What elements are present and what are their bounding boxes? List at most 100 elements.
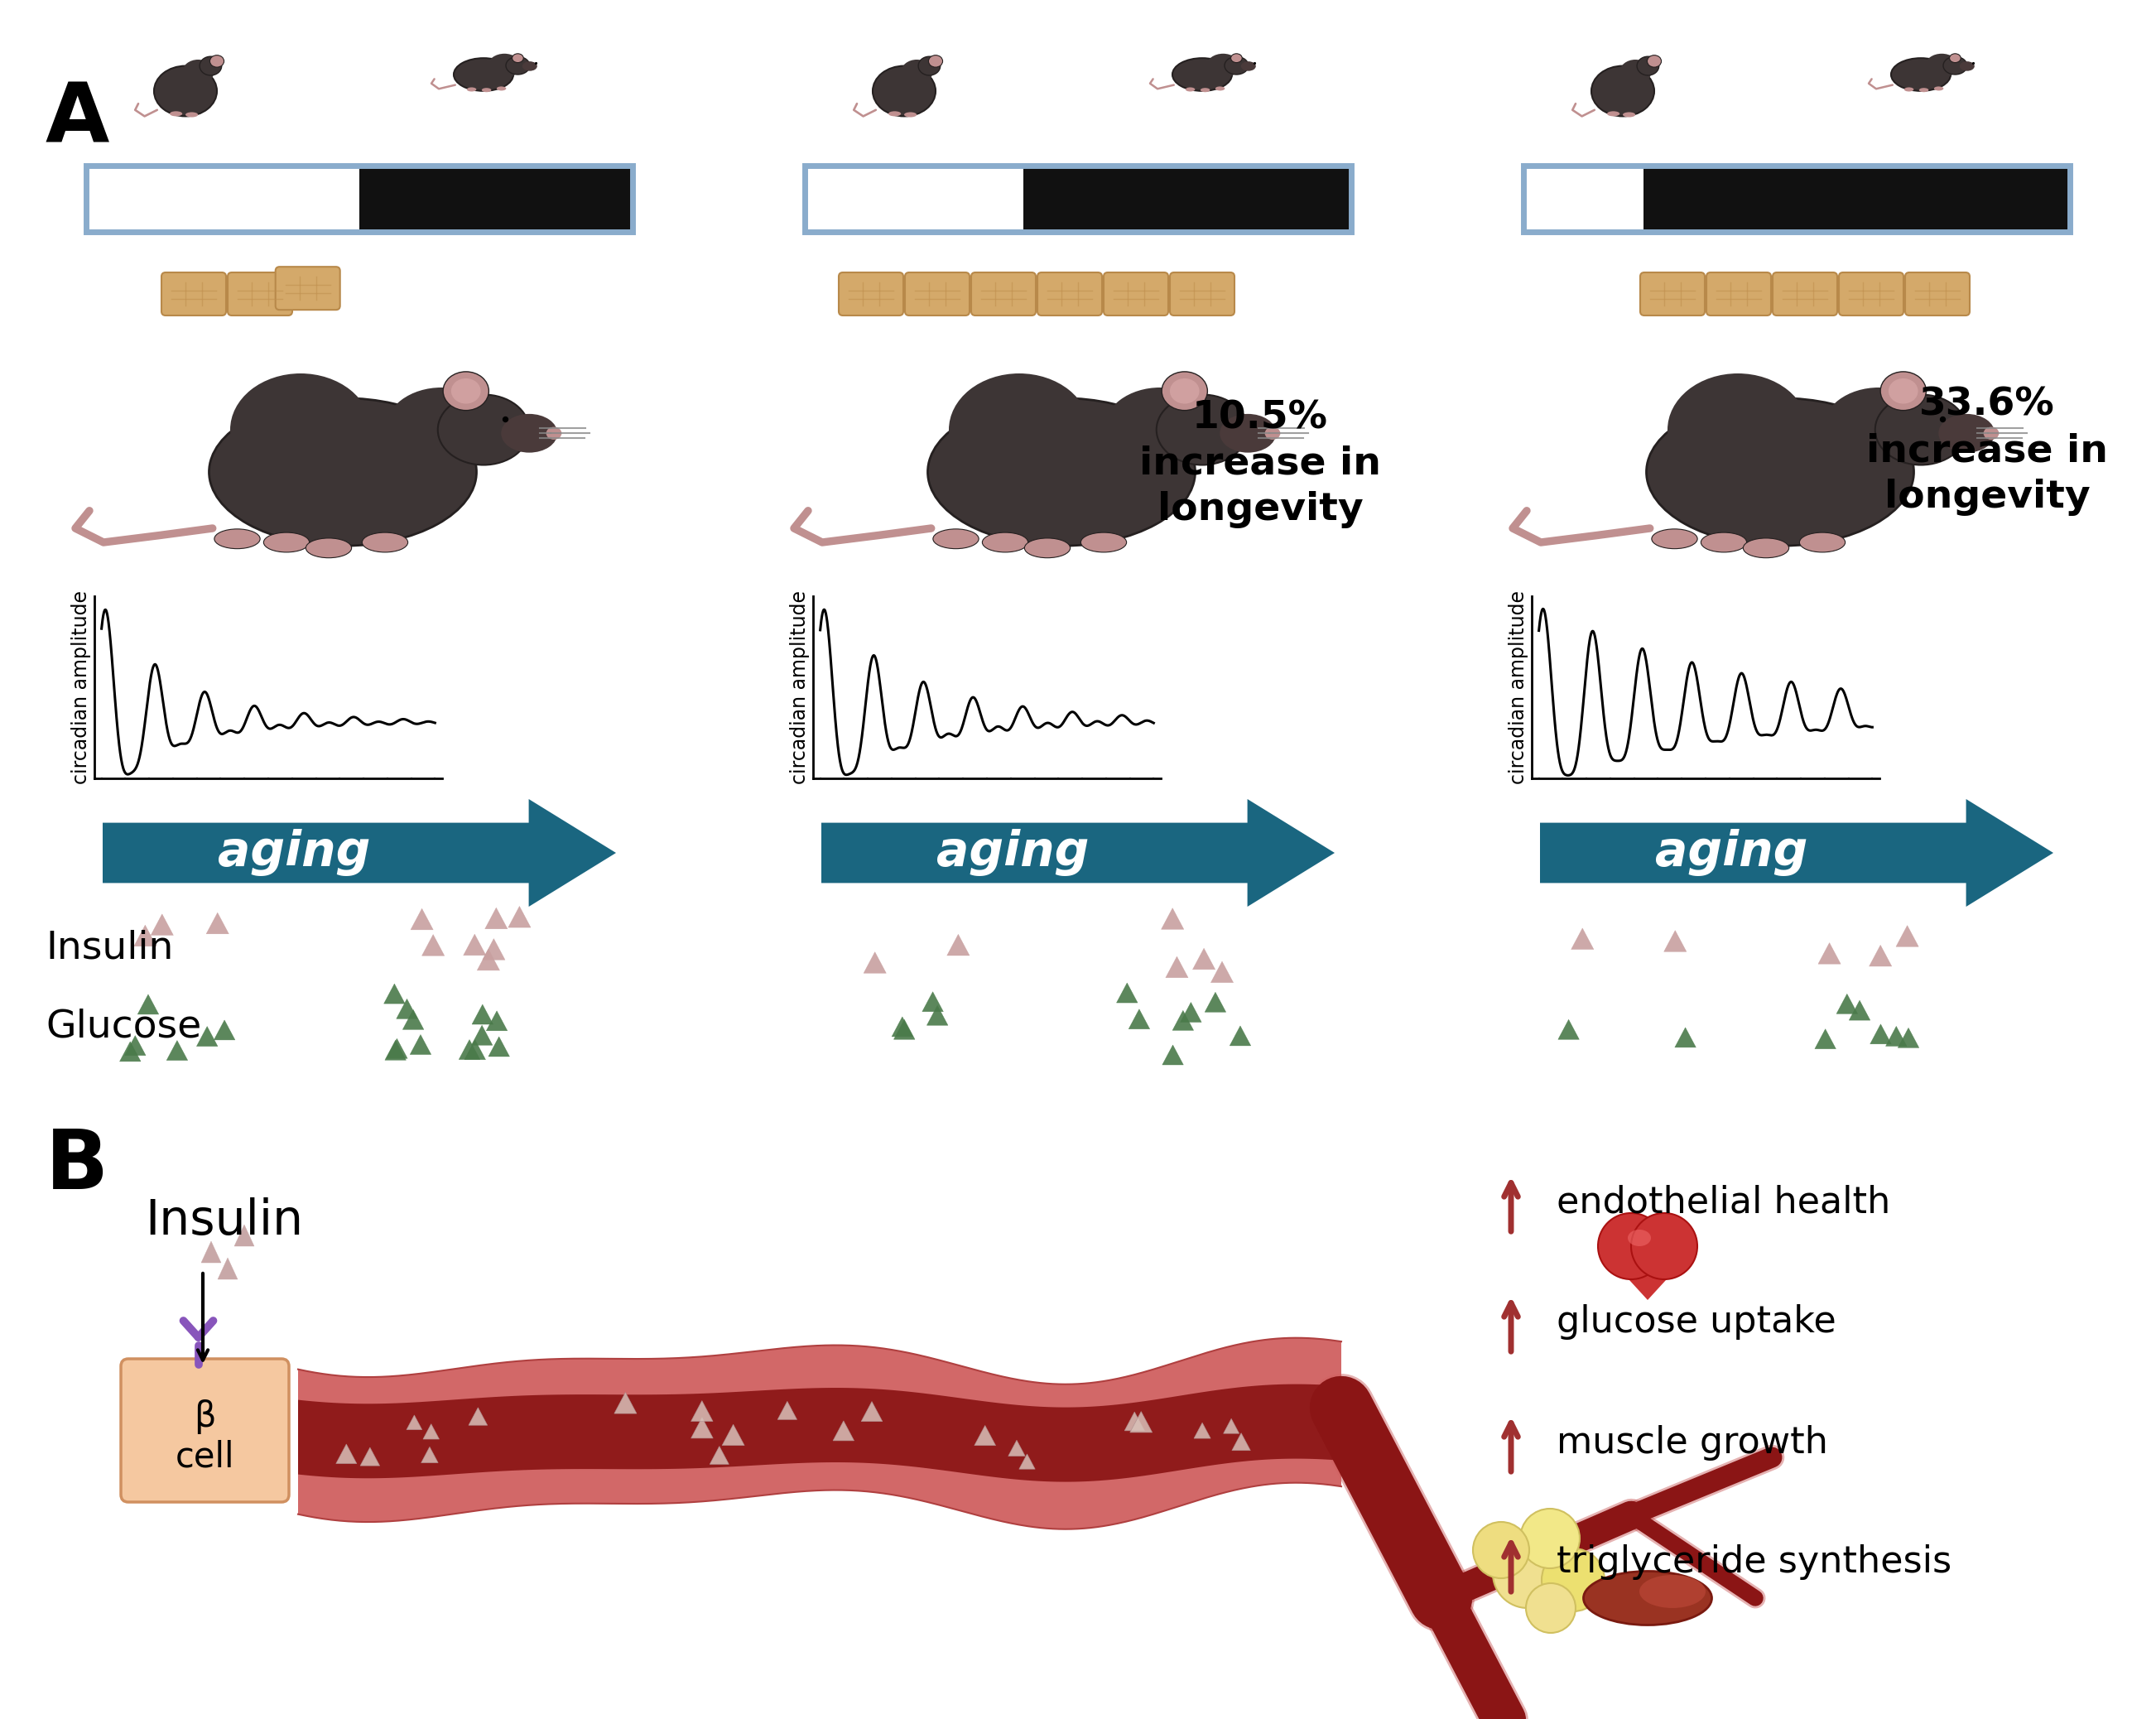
Ellipse shape [507, 57, 530, 74]
Polygon shape [476, 949, 500, 970]
Polygon shape [1897, 1028, 1919, 1047]
Ellipse shape [386, 387, 498, 473]
Ellipse shape [1162, 371, 1207, 411]
Text: Insulin: Insulin [45, 930, 172, 966]
Polygon shape [423, 935, 444, 956]
Ellipse shape [306, 538, 351, 559]
Text: 33.6%
increase in
longevity: 33.6% increase in longevity [1867, 387, 2109, 516]
FancyBboxPatch shape [1906, 272, 1971, 316]
Ellipse shape [1934, 86, 1943, 91]
Text: aging: aging [936, 829, 1089, 877]
Polygon shape [489, 1037, 509, 1057]
Polygon shape [975, 1425, 996, 1446]
Bar [360, 165, 632, 232]
Ellipse shape [1800, 533, 1846, 552]
Polygon shape [1539, 799, 2053, 906]
Polygon shape [1895, 925, 1919, 947]
Polygon shape [410, 909, 433, 930]
Ellipse shape [183, 60, 213, 84]
Polygon shape [895, 1019, 914, 1040]
Polygon shape [235, 1224, 254, 1246]
Polygon shape [1020, 1454, 1035, 1470]
Bar [1524, 165, 1643, 232]
Polygon shape [1559, 1019, 1578, 1040]
Ellipse shape [201, 57, 222, 76]
Polygon shape [298, 1337, 1341, 1530]
Polygon shape [410, 1035, 431, 1054]
Ellipse shape [444, 371, 489, 411]
Ellipse shape [1156, 395, 1248, 464]
Ellipse shape [983, 533, 1028, 552]
Ellipse shape [481, 88, 492, 93]
Polygon shape [1125, 1411, 1145, 1430]
Polygon shape [1130, 1411, 1151, 1432]
Polygon shape [468, 1408, 487, 1425]
Ellipse shape [1744, 538, 1789, 559]
Ellipse shape [1667, 373, 1809, 486]
Polygon shape [821, 799, 1335, 906]
Ellipse shape [901, 60, 931, 84]
Polygon shape [1192, 949, 1216, 970]
Polygon shape [1869, 945, 1891, 966]
Ellipse shape [1938, 414, 1994, 452]
Polygon shape [509, 906, 530, 928]
Ellipse shape [934, 529, 979, 548]
Ellipse shape [1220, 414, 1276, 452]
Polygon shape [1664, 930, 1686, 952]
Text: A: A [45, 79, 110, 158]
Ellipse shape [1943, 57, 1966, 74]
Polygon shape [1675, 1028, 1697, 1047]
Polygon shape [1205, 992, 1227, 1012]
Polygon shape [196, 1026, 218, 1047]
Circle shape [1598, 1214, 1664, 1279]
Polygon shape [1818, 942, 1841, 964]
FancyBboxPatch shape [1641, 272, 1705, 316]
Polygon shape [336, 1444, 356, 1463]
Polygon shape [1837, 994, 1858, 1014]
Polygon shape [860, 1401, 882, 1422]
Ellipse shape [522, 62, 537, 70]
Polygon shape [1231, 1434, 1250, 1451]
Ellipse shape [1201, 88, 1210, 93]
Ellipse shape [500, 414, 558, 452]
Polygon shape [103, 799, 617, 906]
Polygon shape [134, 925, 157, 945]
Polygon shape [459, 1040, 481, 1059]
Polygon shape [464, 1040, 485, 1059]
Polygon shape [407, 1415, 423, 1430]
Ellipse shape [1242, 62, 1255, 70]
Ellipse shape [170, 112, 183, 117]
Polygon shape [1179, 1002, 1201, 1023]
Polygon shape [138, 994, 160, 1014]
Polygon shape [1117, 983, 1138, 1002]
FancyBboxPatch shape [162, 272, 226, 316]
Circle shape [1492, 1539, 1563, 1607]
Polygon shape [360, 1447, 379, 1466]
Ellipse shape [1960, 62, 1975, 70]
Bar [86, 165, 632, 232]
Polygon shape [1162, 1045, 1184, 1064]
Text: 10.5%
increase in
longevity: 10.5% increase in longevity [1138, 399, 1382, 528]
Ellipse shape [1266, 426, 1281, 440]
Polygon shape [386, 1038, 407, 1059]
Ellipse shape [1889, 378, 1919, 404]
Polygon shape [1869, 1025, 1891, 1043]
Polygon shape [218, 1258, 237, 1279]
Ellipse shape [209, 399, 476, 547]
Polygon shape [709, 1446, 729, 1465]
Polygon shape [1162, 908, 1184, 930]
Polygon shape [386, 1040, 405, 1061]
Ellipse shape [1231, 53, 1242, 62]
Ellipse shape [1104, 387, 1216, 473]
Bar [1643, 165, 2070, 232]
Polygon shape [722, 1425, 744, 1446]
Polygon shape [690, 1401, 714, 1422]
Text: muscle growth: muscle growth [1557, 1425, 1828, 1459]
Polygon shape [1572, 928, 1593, 949]
Ellipse shape [1171, 378, 1199, 404]
Ellipse shape [153, 65, 218, 117]
Polygon shape [125, 1035, 147, 1055]
Polygon shape [1229, 1026, 1250, 1045]
Ellipse shape [1891, 58, 1951, 91]
Polygon shape [213, 1019, 235, 1040]
